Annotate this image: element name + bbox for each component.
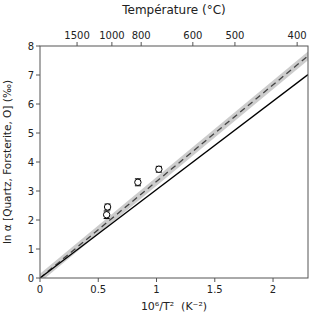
y-tick [36, 220, 40, 221]
band [40, 52, 308, 278]
error-bar [156, 166, 162, 172]
y-tick-label: 2 [28, 215, 34, 226]
plot-frame [40, 46, 308, 278]
y-tick-label: 4 [28, 157, 34, 168]
y-tick [36, 46, 40, 47]
dashed-line [40, 56, 308, 278]
x2-tick [192, 42, 193, 46]
x2-tick-label: 1000 [99, 30, 124, 41]
y-tick-label: 8 [28, 41, 34, 52]
x-tick [40, 278, 41, 282]
data-point [104, 204, 110, 210]
data-point [103, 212, 109, 218]
data-point [156, 166, 162, 172]
y-tick-label: 7 [28, 70, 34, 81]
x-tick-label: 2 [270, 284, 276, 295]
y-tick [36, 249, 40, 250]
y-tick-label: 1 [28, 244, 34, 255]
y-tick [36, 104, 40, 105]
x-tick-label: 0 [37, 284, 43, 295]
x2-tick [77, 42, 78, 46]
x2-tick [297, 42, 298, 46]
x-tick [214, 278, 215, 282]
y-tick [36, 75, 40, 76]
x2-tick [141, 42, 142, 46]
y-tick [36, 278, 40, 279]
error-bar [104, 211, 110, 219]
x2-tick-label: 800 [132, 30, 151, 41]
data-point [135, 179, 141, 185]
x2-tick [234, 42, 235, 46]
x2-tick-label: 400 [288, 30, 307, 41]
x2-tick-label: 1500 [64, 30, 89, 41]
y-tick-label: 5 [28, 128, 34, 139]
plot-area [40, 52, 308, 278]
chart: 0 0.5 1 1.5 2 0 1 2 3 4 5 6 7 8 1500 1000 800 600 500 400 Te… [0, 0, 317, 318]
error-bar [135, 179, 141, 186]
y-tick [36, 133, 40, 134]
y-tick-label: 3 [28, 186, 34, 197]
x-tick [98, 278, 99, 282]
x-tick-label: 0.5 [90, 284, 106, 295]
x-axis-label: 10⁶/T² (K⁻²) [141, 300, 207, 313]
top-axis-title: Température (°C) [121, 3, 226, 17]
x2-tick-label: 600 [183, 30, 202, 41]
solid-line [40, 75, 308, 278]
x-tick [273, 278, 274, 282]
y-tick [36, 191, 40, 192]
x-tick-label: 1.5 [207, 284, 223, 295]
x-tick [156, 278, 157, 282]
error-bar [105, 204, 111, 210]
y-tick-label: 6 [28, 99, 34, 110]
y-tick [36, 162, 40, 163]
y-tick-label: 0 [28, 273, 34, 284]
x2-tick [111, 42, 112, 46]
x2-tick-label: 500 [225, 30, 244, 41]
y-axis-label: ln α [Quartz, Forsterite, O] (‰) [1, 80, 13, 244]
x-tick-label: 1 [153, 284, 159, 295]
